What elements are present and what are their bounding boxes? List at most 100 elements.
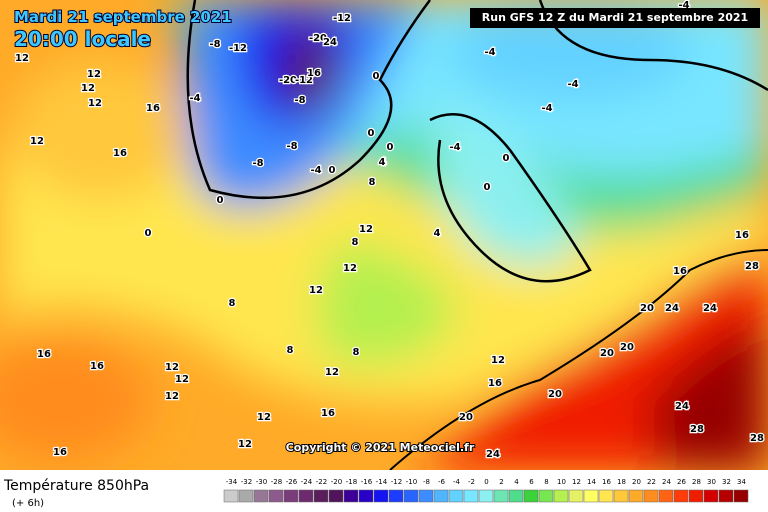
- scale-swatch: [613, 489, 629, 503]
- contour-label: 12: [175, 374, 189, 385]
- contour-label: 20: [548, 389, 562, 400]
- scale-label: 4: [514, 478, 519, 486]
- scale-label: 6: [529, 478, 534, 486]
- contour-label: 12: [165, 391, 179, 402]
- scale-swatch: [253, 489, 269, 503]
- contour-label: 4: [434, 228, 441, 239]
- scale-swatch: [403, 489, 419, 503]
- scale-swatch: [583, 489, 599, 503]
- contour-label: 16: [307, 68, 321, 79]
- contour-label: 20: [459, 412, 473, 423]
- scale-label: -6: [438, 478, 446, 486]
- contour-label: 16: [146, 103, 160, 114]
- contour-label: 8: [352, 237, 359, 248]
- scale-swatch: [628, 489, 644, 503]
- scale-swatch: [343, 489, 359, 503]
- scale-label: 18: [617, 478, 626, 486]
- scale-label: 20: [632, 478, 641, 486]
- scale-label: 26: [677, 478, 686, 486]
- contour-label: -12: [229, 43, 247, 54]
- scale-swatch: [508, 489, 524, 503]
- contour-label: 16: [673, 266, 687, 277]
- scale-label: -28: [271, 478, 282, 486]
- scale-swatch: [448, 489, 464, 503]
- scale-label: -30: [256, 478, 267, 486]
- contour-label: 28: [750, 433, 764, 444]
- legend-title: Température 850hPa: [3, 478, 149, 494]
- scale-label: -10: [406, 478, 417, 486]
- scale-swatch: [718, 489, 734, 503]
- contour-label: 4: [379, 157, 386, 168]
- contour-label: -4: [310, 165, 321, 176]
- contour-label: 12: [15, 53, 29, 64]
- scale-swatch: [598, 489, 614, 503]
- temperature-field: [0, 0, 768, 470]
- scale-label: -14: [376, 478, 388, 486]
- scale-label: -26: [286, 478, 298, 486]
- contour-label: 24: [486, 449, 500, 460]
- contour-label: 28: [690, 424, 704, 435]
- contour-label: 24: [323, 37, 337, 48]
- scale-label: 14: [587, 478, 596, 486]
- scale-swatch: [268, 489, 284, 503]
- scale-swatch: [658, 489, 674, 503]
- contour-label: 8: [287, 345, 294, 356]
- scale-swatch: [538, 489, 554, 503]
- contour-label: 12: [257, 412, 271, 423]
- scale-label: -8: [423, 478, 430, 486]
- contour-label: -12: [295, 75, 313, 86]
- contour-label: 12: [165, 362, 179, 373]
- contour-label: 16: [90, 361, 104, 372]
- scale-label: 16: [602, 478, 611, 486]
- contour-label: 8: [369, 177, 376, 188]
- contour-label: 24: [665, 303, 679, 314]
- scale-label: 34: [737, 478, 746, 486]
- contour-label: -4: [449, 142, 460, 153]
- contour-label: 12: [325, 367, 339, 378]
- contour-label: 0: [484, 182, 491, 193]
- scale-swatch: [313, 489, 329, 503]
- contour-label: 12: [343, 263, 357, 274]
- contour-label: -4: [567, 79, 578, 90]
- contour-label: -8: [286, 141, 297, 152]
- contour-label: -20: [309, 33, 327, 44]
- scale-swatch: [418, 489, 434, 503]
- scale-label: 8: [544, 478, 548, 486]
- contour-label: -4: [484, 47, 495, 58]
- scale-label: -12: [391, 478, 402, 486]
- scale-swatch: [688, 489, 704, 503]
- contour-label: 12: [359, 224, 373, 235]
- contour-label: -8: [294, 95, 305, 106]
- contour-label: 28: [745, 261, 759, 272]
- scale-label: 0: [484, 478, 488, 486]
- scale-swatch: [673, 489, 689, 503]
- contour-label: 12: [81, 83, 95, 94]
- contour-label: 0: [503, 153, 510, 164]
- scale-label: -34: [226, 478, 238, 486]
- contour-label: -20: [279, 75, 297, 86]
- contour-label: 4: [380, 157, 387, 168]
- contour-label: 16: [321, 408, 335, 419]
- scale-swatch: [223, 489, 239, 503]
- scale-swatch: [493, 489, 509, 503]
- copyright: Copyright © 2021 Meteociel.fr: [286, 441, 475, 454]
- contour-label: 16: [488, 378, 502, 389]
- scale-label: -22: [316, 478, 327, 486]
- contour-label: 8: [229, 298, 236, 309]
- contour-label: -8: [209, 39, 220, 50]
- scale-label: -2: [468, 478, 475, 486]
- map-title: Mardi 21 septembre 2021: [14, 8, 232, 26]
- contour-label: 20: [640, 303, 654, 314]
- contour-label: -4: [189, 93, 200, 104]
- scale-label: 28: [692, 478, 701, 486]
- scale-label: 32: [722, 478, 731, 486]
- contour-label: 0: [373, 71, 380, 82]
- scale-label: -24: [301, 478, 313, 486]
- scale-label: -20: [331, 478, 342, 486]
- contour-label: 12: [491, 355, 505, 366]
- contour-label: 8: [353, 347, 360, 358]
- scale-label: -18: [346, 478, 357, 486]
- scale-label: 24: [662, 478, 671, 486]
- scale-label: -16: [361, 478, 373, 486]
